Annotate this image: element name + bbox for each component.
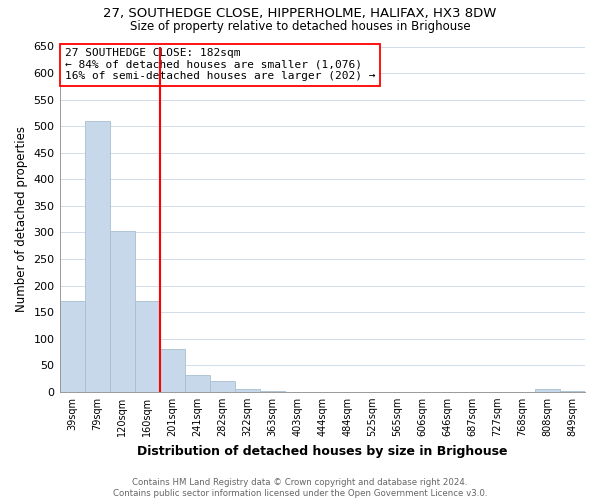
Bar [110,232,134,392]
Bar [235,389,260,392]
Bar [209,381,235,392]
Text: 27, SOUTHEDGE CLOSE, HIPPERHOLME, HALIFAX, HX3 8DW: 27, SOUTHEDGE CLOSE, HIPPERHOLME, HALIFA… [103,8,497,20]
Text: Size of property relative to detached houses in Brighouse: Size of property relative to detached ho… [130,20,470,33]
Bar [535,389,560,392]
Bar [59,302,85,392]
Text: Contains HM Land Registry data © Crown copyright and database right 2024.
Contai: Contains HM Land Registry data © Crown c… [113,478,487,498]
X-axis label: Distribution of detached houses by size in Brighouse: Distribution of detached houses by size … [137,444,508,458]
Bar [85,121,110,392]
Y-axis label: Number of detached properties: Number of detached properties [15,126,28,312]
Bar [185,375,209,392]
Text: 27 SOUTHEDGE CLOSE: 182sqm
← 84% of detached houses are smaller (1,076)
16% of s: 27 SOUTHEDGE CLOSE: 182sqm ← 84% of deta… [65,48,375,82]
Bar [160,350,185,392]
Bar [134,302,160,392]
